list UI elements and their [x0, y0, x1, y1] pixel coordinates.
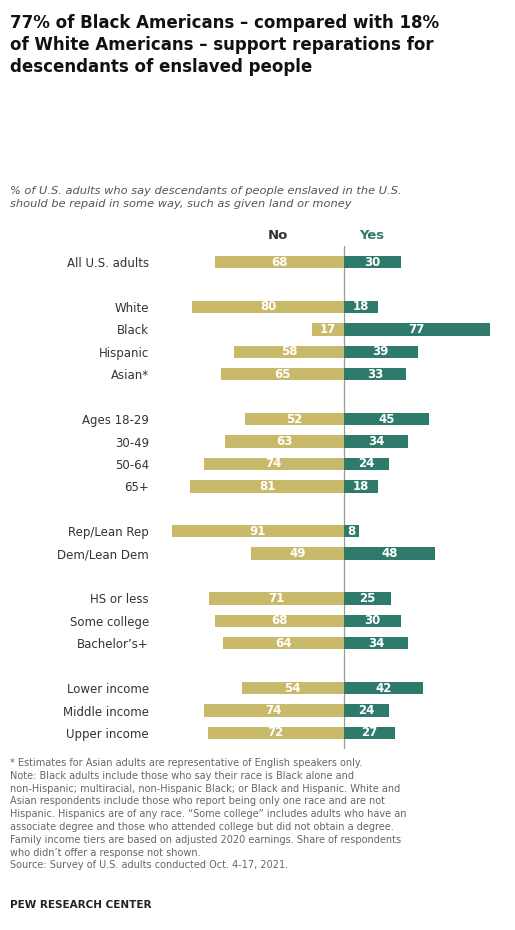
- Text: 68: 68: [271, 256, 288, 269]
- Text: 49: 49: [289, 547, 306, 560]
- Bar: [344, 435, 408, 447]
- Bar: [344, 324, 490, 336]
- Text: Yes: Yes: [359, 229, 385, 242]
- Text: 27: 27: [361, 726, 377, 739]
- Text: 54: 54: [284, 682, 301, 695]
- Bar: [344, 368, 406, 380]
- Text: 58: 58: [281, 345, 297, 358]
- Bar: [344, 480, 378, 493]
- Bar: [344, 413, 429, 425]
- Text: 77: 77: [408, 323, 425, 336]
- Text: 24: 24: [358, 458, 375, 471]
- Text: 42: 42: [375, 682, 392, 695]
- Text: 8: 8: [347, 525, 355, 538]
- Text: 24: 24: [358, 704, 375, 717]
- Bar: [204, 704, 344, 717]
- Text: 45: 45: [378, 413, 394, 426]
- Text: 33: 33: [367, 367, 383, 380]
- Bar: [222, 637, 344, 649]
- Text: 71: 71: [268, 591, 285, 604]
- Text: 91: 91: [249, 525, 266, 538]
- Text: 34: 34: [368, 435, 384, 448]
- Text: 80: 80: [260, 300, 276, 313]
- Text: 18: 18: [353, 480, 369, 493]
- Text: 74: 74: [266, 704, 282, 717]
- Bar: [344, 682, 423, 695]
- Bar: [215, 256, 344, 269]
- Text: 48: 48: [381, 547, 398, 560]
- Bar: [221, 368, 344, 380]
- Bar: [344, 548, 435, 560]
- Text: 63: 63: [276, 435, 293, 448]
- Bar: [225, 435, 344, 447]
- Bar: [171, 525, 344, 538]
- Text: PEW RESEARCH CENTER: PEW RESEARCH CENTER: [10, 899, 152, 910]
- Bar: [204, 458, 344, 470]
- Bar: [208, 726, 344, 739]
- Bar: [344, 458, 389, 470]
- Text: % of U.S. adults who say descendants of people enslaved in the U.S.
should be re: % of U.S. adults who say descendants of …: [10, 186, 402, 209]
- Bar: [344, 300, 378, 313]
- Text: 68: 68: [271, 615, 288, 628]
- Bar: [193, 300, 344, 313]
- Bar: [344, 256, 401, 269]
- Bar: [242, 682, 344, 695]
- Text: 64: 64: [275, 637, 291, 650]
- Bar: [191, 480, 344, 493]
- Bar: [344, 525, 359, 538]
- Bar: [245, 413, 344, 425]
- Text: 81: 81: [259, 480, 276, 493]
- Text: 77% of Black Americans – compared with 18%
of White Americans – support reparati: 77% of Black Americans – compared with 1…: [10, 14, 439, 76]
- Bar: [344, 704, 389, 717]
- Bar: [234, 346, 344, 358]
- Bar: [210, 592, 344, 604]
- Bar: [344, 637, 408, 649]
- Text: No: No: [267, 229, 288, 242]
- Text: 74: 74: [266, 458, 282, 471]
- Text: 25: 25: [359, 591, 375, 604]
- Text: 17: 17: [320, 323, 336, 336]
- Bar: [251, 548, 344, 560]
- Bar: [344, 592, 391, 604]
- Text: 52: 52: [286, 413, 303, 426]
- Bar: [312, 324, 344, 336]
- Text: 65: 65: [274, 367, 290, 380]
- Text: 30: 30: [364, 615, 380, 628]
- Text: 34: 34: [368, 637, 384, 650]
- Bar: [344, 615, 401, 627]
- Bar: [215, 615, 344, 627]
- Text: 72: 72: [267, 726, 284, 739]
- Bar: [344, 346, 418, 358]
- Text: 18: 18: [353, 300, 369, 313]
- Text: 30: 30: [364, 256, 380, 269]
- Text: 39: 39: [372, 345, 389, 358]
- Bar: [344, 726, 395, 739]
- Text: * Estimates for Asian adults are representative of English speakers only.
Note: : * Estimates for Asian adults are represe…: [10, 758, 407, 870]
